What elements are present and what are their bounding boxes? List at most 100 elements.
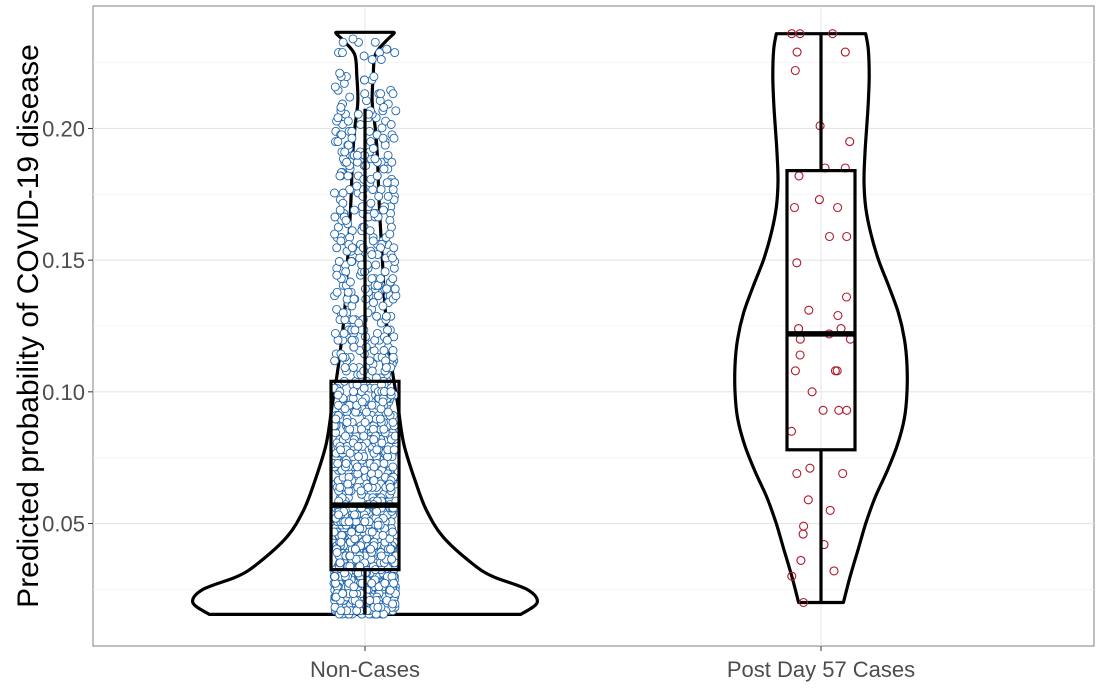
iqr-box: [785, 169, 857, 452]
non-case-point: [337, 48, 347, 58]
non-case-point: [330, 328, 340, 338]
non-case-point: [333, 459, 343, 468]
non-case-point: [373, 520, 383, 530]
case-point: [790, 65, 800, 76]
non-case-point: [367, 250, 377, 260]
non-case-point: [356, 120, 365, 129]
non-case-point: [388, 185, 398, 195]
non-case-point: [330, 229, 340, 239]
non-case-point: [347, 527, 357, 537]
non-case-point: [388, 274, 398, 284]
violin-post-day-57-cases: [733, 32, 909, 605]
non-case-point: [389, 445, 399, 455]
non-case-point: [386, 387, 396, 397]
case-point: [790, 366, 800, 376]
y-axis-title: Predicted probability of COVID-19 diseas…: [12, 44, 45, 608]
non-case-point: [391, 106, 401, 116]
non-case-point: [359, 51, 369, 61]
non-case-point: [367, 55, 377, 64]
non-case-point: [365, 356, 375, 366]
non-case-point: [366, 544, 376, 554]
non-case-point: [330, 188, 339, 198]
non-case-point: [354, 599, 364, 609]
x-tick-label: Non-Cases: [310, 657, 420, 682]
non-case-point: [365, 595, 375, 605]
non-case-point: [352, 181, 362, 191]
non-case-point: [330, 82, 340, 92]
non-case-point: [381, 311, 391, 321]
non-case-point: [388, 352, 398, 362]
non-case-point: [352, 150, 362, 160]
violin-non-cases: [191, 30, 539, 616]
non-case-point: [390, 48, 400, 58]
case-point: [789, 202, 800, 213]
non-case-point: [374, 191, 384, 201]
non-case-point: [379, 459, 389, 468]
non-case-point: [388, 527, 397, 537]
non-case-point: [379, 205, 388, 215]
non-case-point: [387, 554, 397, 564]
non-case-point: [372, 171, 382, 181]
non-case-point: [349, 582, 359, 592]
x-tick-label: Post Day 57 Cases: [727, 657, 915, 682]
non-case-point: [377, 438, 387, 448]
non-case-point: [369, 72, 379, 82]
non-case-point: [335, 171, 345, 181]
non-case-point: [382, 178, 392, 188]
non-case-point: [336, 102, 346, 112]
non-case-point: [331, 414, 341, 424]
non-case-point: [338, 37, 348, 47]
case-point: [840, 47, 850, 57]
case-point: [787, 571, 797, 581]
case-point: [825, 505, 835, 515]
non-case-point: [386, 544, 395, 554]
non-case-point: [330, 356, 340, 366]
case-point: [787, 29, 797, 39]
non-case-point: [336, 537, 346, 547]
violins: [191, 30, 909, 616]
non-case-point: [332, 287, 342, 297]
case-point: [792, 258, 802, 268]
non-case-point: [382, 335, 392, 345]
non-case-point: [340, 404, 350, 414]
non-case-point: [377, 123, 387, 133]
non-case-point: [338, 308, 348, 318]
case-point: [805, 463, 815, 473]
non-case-point: [385, 229, 395, 239]
non-case-point: [383, 150, 393, 160]
non-case-point: [349, 205, 359, 215]
boxplots: [329, 33, 857, 615]
non-case-point: [357, 397, 367, 407]
non-case-point: [334, 510, 344, 520]
non-case-point: [360, 89, 370, 99]
non-case-point: [335, 68, 345, 78]
case-point: [842, 231, 852, 242]
non-case-point: [361, 407, 371, 417]
non-case-point: [345, 277, 355, 287]
non-case-point: [367, 527, 377, 537]
non-case-point: [338, 589, 348, 599]
non-case-point: [369, 435, 379, 444]
non-case-point: [376, 274, 385, 284]
non-case-point: [385, 482, 395, 492]
non-case-point: [363, 482, 373, 492]
non-case-point: [366, 198, 376, 208]
non-case-point: [370, 37, 380, 47]
non-case-point: [343, 479, 353, 489]
non-case-point: [341, 459, 351, 468]
non-case-point: [347, 243, 357, 253]
non-case-point: [368, 236, 378, 246]
non-case-point: [378, 301, 388, 311]
non-case-point: [342, 157, 352, 167]
case-point: [845, 137, 855, 147]
y-axis-ticks: 0.05 0.10 0.15 0.20: [42, 116, 93, 537]
non-case-point: [348, 34, 358, 44]
non-case-point: [354, 318, 364, 328]
case-point: [792, 468, 802, 479]
non-case-point: [349, 342, 359, 352]
non-case-point: [340, 363, 350, 373]
non-case-point: [344, 517, 354, 527]
case-point: [795, 350, 805, 360]
non-case-point: [336, 445, 346, 455]
non-case-point: [345, 92, 355, 102]
